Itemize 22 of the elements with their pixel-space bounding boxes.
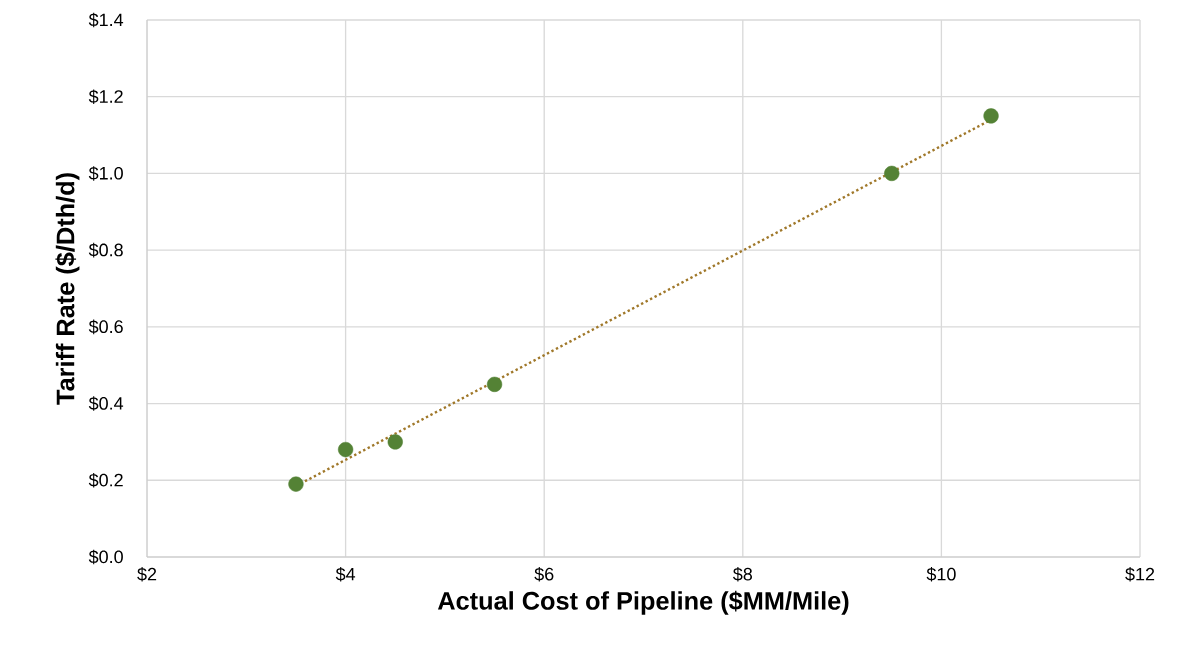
y-tick-label: $0.2	[88, 472, 123, 488]
x-tick-label: $12	[1125, 567, 1155, 582]
point	[884, 165, 900, 182]
point	[338, 441, 354, 458]
y-tick-label: $0.6	[88, 319, 123, 335]
y-tick-label: $1.0	[88, 166, 123, 181]
x-tick-label: $6	[534, 567, 554, 582]
x-tick-label: $8	[732, 567, 753, 582]
point	[288, 476, 304, 492]
x-tick-label: $2	[137, 567, 157, 582]
x-tick-label: $4	[335, 567, 356, 582]
point	[983, 108, 999, 124]
point	[387, 434, 403, 450]
y-axis-title: Tariff Rate ($/Dth/d)	[55, 173, 80, 405]
y-tick-label: $1.2	[88, 89, 123, 104]
y-tick-label: $0.0	[88, 549, 123, 565]
x-tick-label: $10	[926, 567, 956, 582]
y-tick-label: $0.8	[88, 242, 123, 258]
y-tick-label: $1.4	[88, 12, 124, 28]
point	[486, 376, 503, 392]
x-axis-title: Actual Cost of Pipeline ($MM/Mile)	[437, 590, 849, 615]
y-tick-label: $0.4	[88, 396, 124, 411]
